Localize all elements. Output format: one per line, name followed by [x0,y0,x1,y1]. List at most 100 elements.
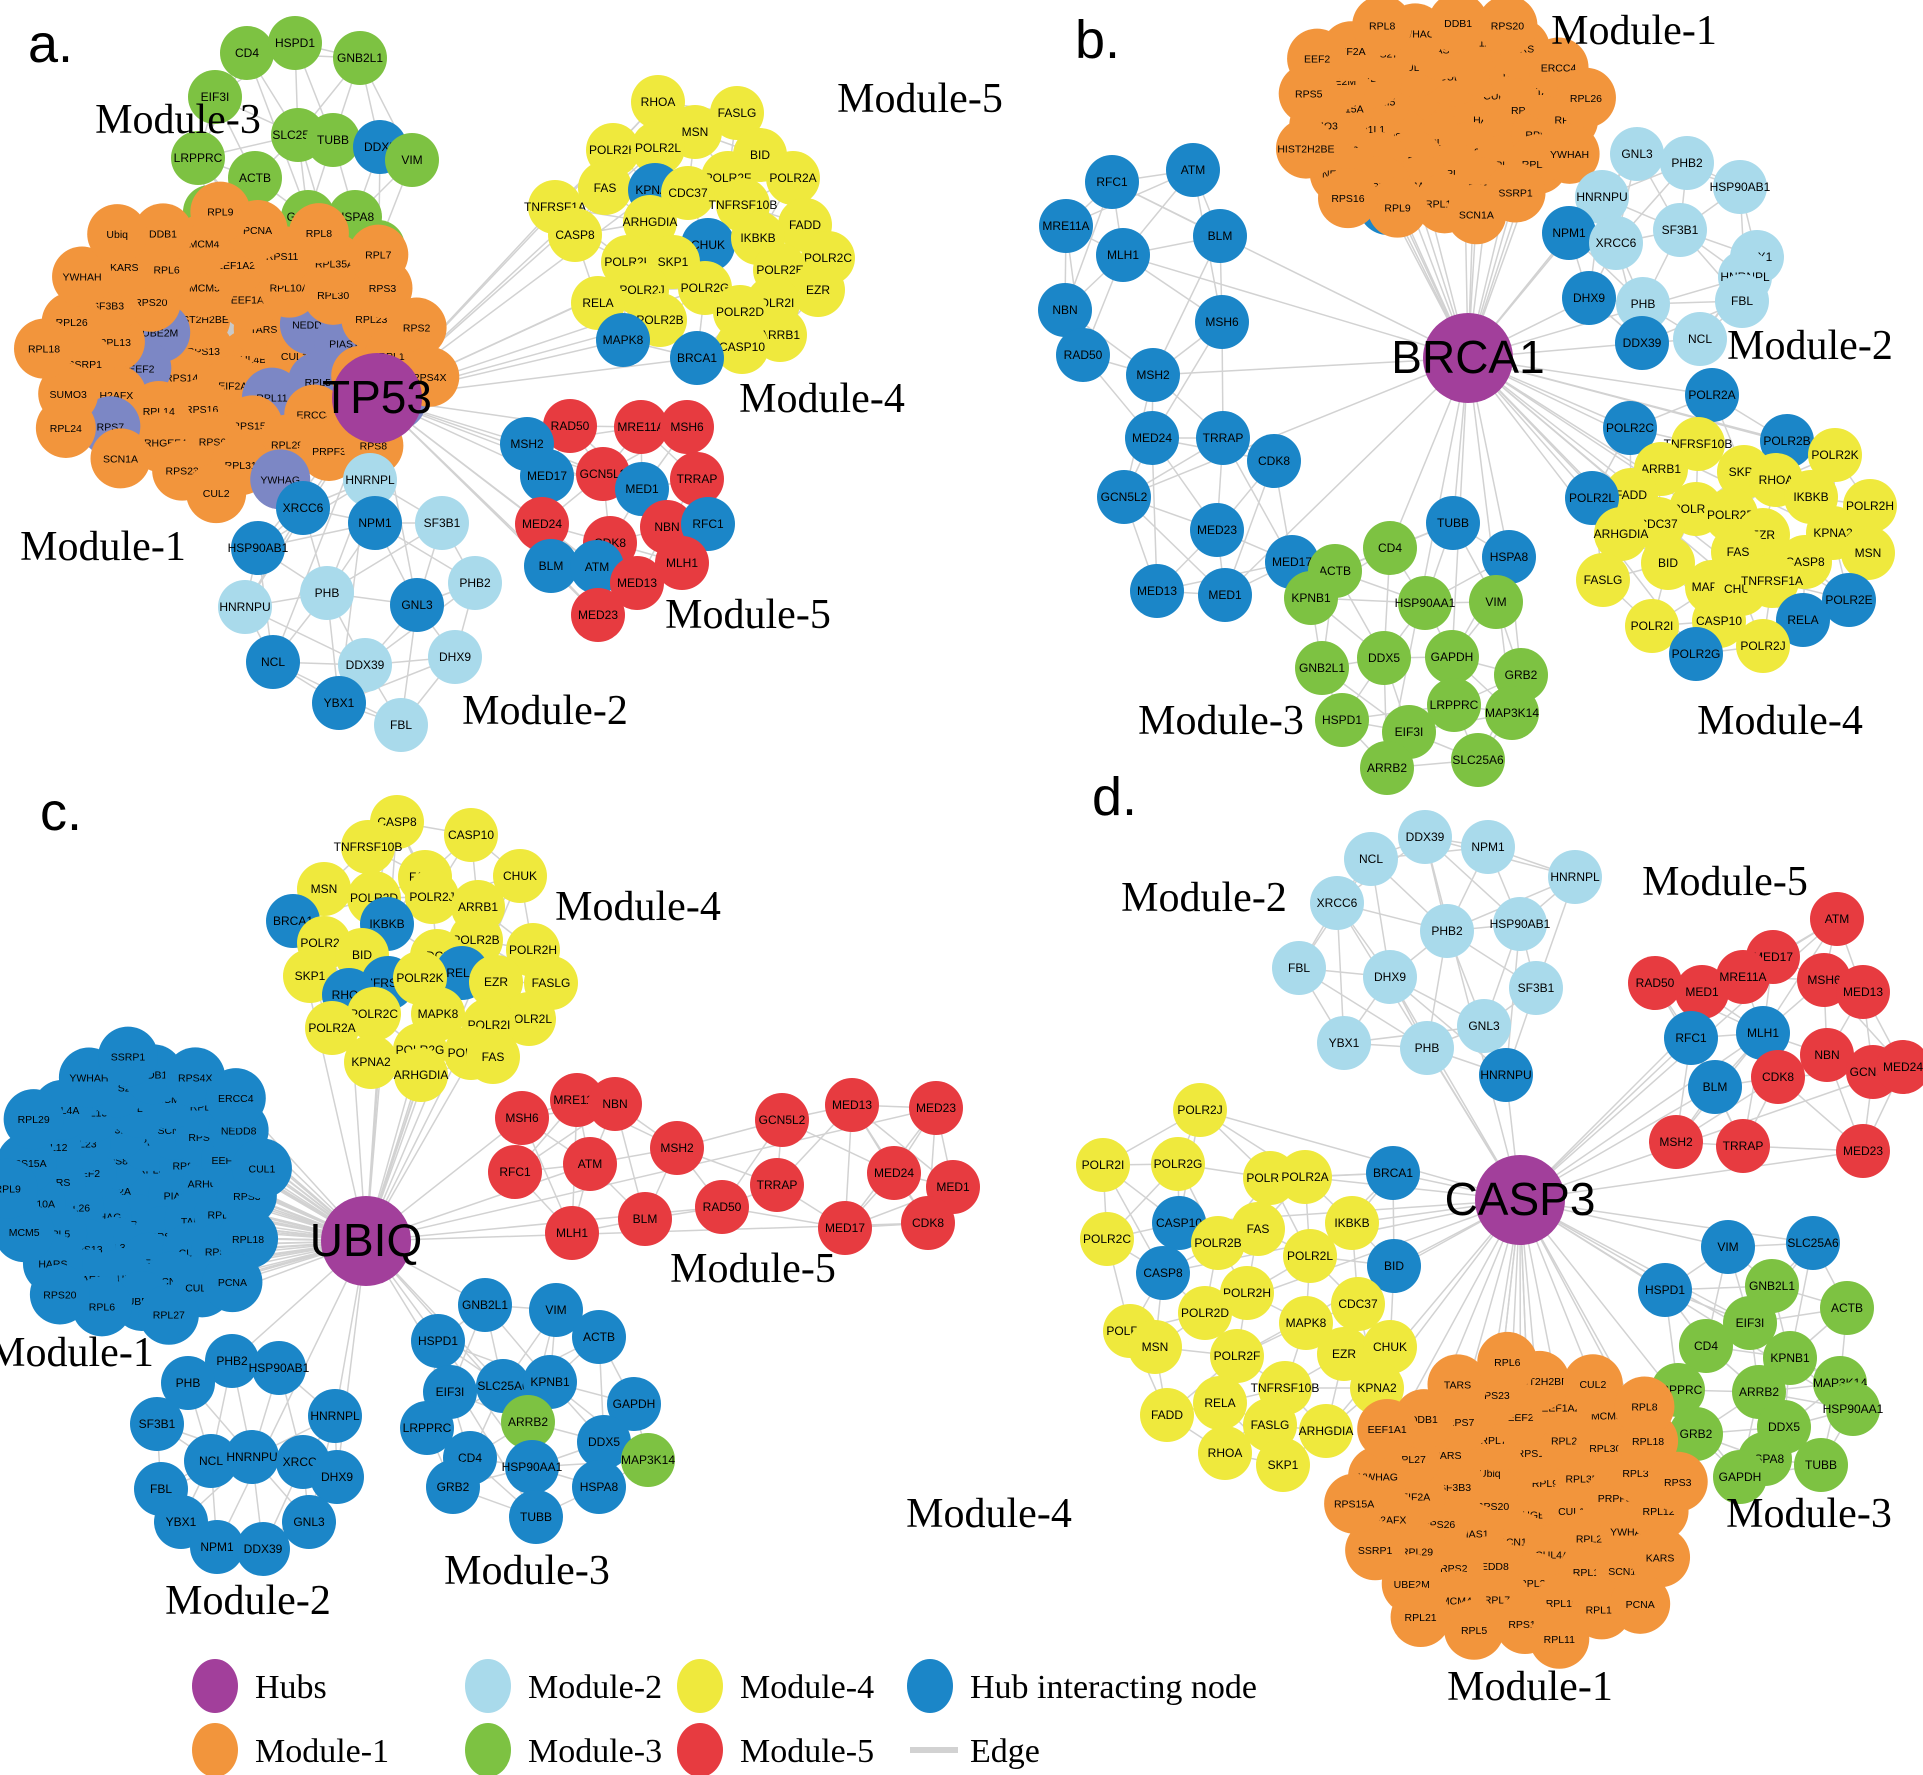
node-TNFRSF1A[interactable] [1745,554,1799,608]
node-POLR2L[interactable] [1565,471,1619,525]
node-MSH6[interactable] [660,400,714,454]
node-DDB1[interactable] [133,203,194,264]
node-DHX9[interactable] [1363,950,1417,1004]
node-PCNA[interactable] [1610,1573,1671,1634]
node-PHB2[interactable] [1420,904,1474,958]
node-ARHGDIA[interactable] [623,195,677,249]
node-CUL1[interactable] [231,1138,292,1199]
node-MAPK8[interactable] [596,313,650,367]
node-GNB2L1[interactable] [333,31,387,85]
node-DDX5[interactable] [577,1415,631,1469]
node-ERCC4[interactable] [205,1068,266,1129]
node-SF3B1[interactable] [415,496,469,550]
node-MED13[interactable] [610,556,664,610]
node-MAP3K14[interactable] [1485,686,1539,740]
node-EZR[interactable] [469,955,523,1009]
node-DHX9[interactable] [1562,271,1616,325]
node-MED23[interactable] [571,588,625,642]
node-MLH1[interactable] [1736,1006,1790,1060]
node-BID[interactable] [1641,536,1695,590]
node-BLM[interactable] [1688,1060,1742,1114]
node-GNL3[interactable] [390,578,444,632]
node-SF3B1[interactable] [130,1397,184,1451]
node-MSH6[interactable] [1195,295,1249,349]
node-VIM[interactable] [529,1283,583,1337]
node-TUBB[interactable] [509,1490,563,1544]
node-CUL2[interactable] [1562,1354,1623,1415]
node-RPL6[interactable] [1477,1331,1538,1392]
node-RPL8[interactable] [1614,1376,1675,1437]
node-DDX39[interactable] [338,638,392,692]
node-MED1[interactable] [1198,568,1252,622]
node-SLC25A6[interactable] [1451,733,1505,787]
node-KPNB1[interactable] [1284,571,1338,625]
node-POLR2K[interactable] [1808,428,1862,482]
node-GNL3[interactable] [1457,999,1511,1053]
node-EIF3I[interactable] [188,70,242,124]
hub-node-TP53[interactable] [332,353,422,443]
node-XRCC6[interactable] [1310,876,1364,930]
node-RPL9[interactable] [190,181,251,242]
node-RPL5[interactable] [1444,1599,1505,1660]
node-EEF1A1[interactable] [1357,1399,1418,1460]
node-CDK8[interactable] [1751,1050,1805,1104]
node-RPS3[interactable] [1647,1451,1708,1512]
node-RPL8[interactable] [1352,0,1413,56]
node-HSPD1[interactable] [1638,1263,1692,1317]
node-POLR2H[interactable] [1220,1266,1274,1320]
node-RAD50[interactable] [1628,956,1682,1010]
node-ARHGDIA[interactable] [394,1048,448,1102]
node-XRCC6[interactable] [1589,216,1643,270]
node-CDK8[interactable] [901,1196,955,1250]
node-MSN[interactable] [1841,526,1895,580]
node-RPL9[interactable] [1367,177,1428,238]
node-POLR2C[interactable] [1603,401,1657,455]
node-MED13[interactable] [1130,564,1184,618]
node-HSPD1[interactable] [268,16,322,70]
node-HSP90AB1[interactable] [1493,897,1547,951]
node-SSRP1[interactable] [98,1026,159,1087]
node-NCL[interactable] [1673,312,1727,366]
node-NPM1[interactable] [1461,820,1515,874]
node-YWHAH[interactable] [52,246,113,307]
node-POLR2L[interactable] [1283,1229,1337,1283]
node-HNRNPU[interactable] [1575,170,1629,224]
node-EZR[interactable] [1317,1327,1371,1381]
node-YBX1[interactable] [1317,1016,1371,1070]
node-MSN[interactable] [1128,1320,1182,1374]
node-MLH1[interactable] [1096,228,1150,282]
node-CHUK[interactable] [1363,1320,1417,1374]
node-PHB[interactable] [1400,1021,1454,1075]
node-MSH2[interactable] [1126,348,1180,402]
node-PCNA[interactable] [202,1252,263,1313]
node-KARS[interactable] [1630,1527,1691,1588]
node-RAD50[interactable] [695,1180,749,1234]
node-CDK8[interactable] [1247,434,1301,488]
node-HNRNPL[interactable] [343,453,397,507]
node-MED23[interactable] [1190,503,1244,557]
node-SF3B1[interactable] [1653,203,1707,257]
node-DHX9[interactable] [310,1450,364,1504]
node-MSH2[interactable] [1649,1115,1703,1169]
node-NPM1[interactable] [348,496,402,550]
node-POLR2D[interactable] [1178,1286,1232,1340]
node-MED1[interactable] [1675,965,1729,1019]
node-RPS20[interactable] [1477,0,1538,56]
node-HNRNPU[interactable] [225,1430,279,1484]
node-POLR2I[interactable] [1076,1138,1130,1192]
node-CHUK[interactable] [493,849,547,903]
node-PHB[interactable] [300,566,354,620]
node-RPS16[interactable] [1317,168,1378,229]
node-POLR2J[interactable] [1173,1083,1227,1137]
node-PHB[interactable] [1616,277,1670,331]
node-TARS[interactable] [1427,1354,1488,1415]
node-POLR2G[interactable] [1669,627,1723,681]
node-HSP90AB1[interactable] [1713,160,1767,214]
node-HSPA8[interactable] [1482,530,1536,584]
node-HNRNPU[interactable] [1479,1048,1533,1102]
node-DDB1[interactable] [1428,0,1489,53]
node-MED23[interactable] [1836,1124,1890,1178]
node-POLR2B[interactable] [1191,1216,1245,1270]
node-NBN[interactable] [1038,283,1092,337]
node-ACTB[interactable] [1820,1281,1874,1335]
